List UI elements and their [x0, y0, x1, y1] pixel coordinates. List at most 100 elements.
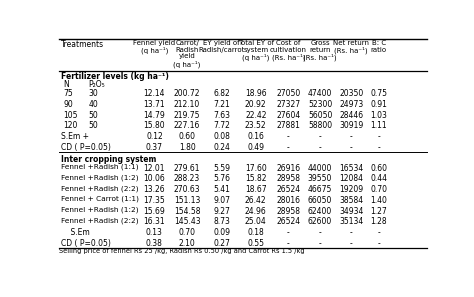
- Text: -: -: [287, 143, 290, 152]
- Text: -: -: [350, 239, 353, 248]
- Text: 9.27: 9.27: [213, 207, 230, 216]
- Text: 30919: 30919: [339, 121, 364, 130]
- Text: -: -: [350, 143, 353, 152]
- Text: 27327: 27327: [276, 100, 301, 109]
- Text: 13.71: 13.71: [144, 100, 165, 109]
- Text: 0.09: 0.09: [213, 228, 230, 237]
- Text: 5.76: 5.76: [213, 174, 230, 184]
- Text: 1.40: 1.40: [370, 196, 387, 205]
- Text: Cost of
cultivation
(Rs. ha⁻¹): Cost of cultivation (Rs. ha⁻¹): [270, 40, 307, 61]
- Text: Fennel +Radish (2:2): Fennel +Radish (2:2): [61, 185, 138, 192]
- Text: 1.27: 1.27: [370, 207, 387, 216]
- Text: -: -: [319, 143, 321, 152]
- Text: -: -: [377, 228, 380, 237]
- Text: 27881: 27881: [276, 121, 301, 130]
- Text: 0.12: 0.12: [146, 132, 163, 141]
- Text: 13.26: 13.26: [144, 185, 165, 194]
- Text: 40: 40: [89, 100, 99, 109]
- Text: 15.80: 15.80: [144, 121, 165, 130]
- Text: Fennel +Radish (1:2): Fennel +Radish (1:2): [61, 207, 138, 213]
- Text: Total EY of
system
(q ha⁻¹): Total EY of system (q ha⁻¹): [238, 40, 274, 61]
- Text: 1.80: 1.80: [179, 143, 195, 152]
- Text: EY yield of
Radish/carrot: EY yield of Radish/carrot: [199, 40, 245, 53]
- Text: 47400: 47400: [308, 89, 332, 98]
- Text: Gross
return
(Rs. ha⁻¹): Gross return (Rs. ha⁻¹): [303, 40, 337, 61]
- Text: 34934: 34934: [339, 207, 364, 216]
- Text: -: -: [319, 239, 321, 248]
- Text: 56050: 56050: [308, 111, 332, 120]
- Text: 27050: 27050: [276, 89, 301, 98]
- Text: 16.31: 16.31: [144, 217, 165, 226]
- Text: B: C
ratio: B: C ratio: [371, 40, 387, 53]
- Text: 212.10: 212.10: [174, 100, 200, 109]
- Text: 16534: 16534: [339, 164, 364, 173]
- Text: -: -: [319, 132, 321, 141]
- Text: 154.58: 154.58: [174, 207, 201, 216]
- Text: CD ( P=0.05): CD ( P=0.05): [61, 143, 110, 152]
- Text: 0.91: 0.91: [370, 100, 387, 109]
- Text: 0.60: 0.60: [179, 132, 196, 141]
- Text: -: -: [287, 239, 290, 248]
- Text: Fennel +Radish (2:2): Fennel +Radish (2:2): [61, 217, 138, 224]
- Text: 24.96: 24.96: [245, 207, 267, 216]
- Text: 145.43: 145.43: [174, 217, 201, 226]
- Text: 1.03: 1.03: [370, 111, 387, 120]
- Text: 28016: 28016: [276, 196, 301, 205]
- Text: 1.11: 1.11: [370, 121, 387, 130]
- Text: 0.38: 0.38: [146, 239, 163, 248]
- Text: 18.67: 18.67: [245, 185, 266, 194]
- Text: 12.14: 12.14: [144, 89, 165, 98]
- Text: Net return
(Rs. ha⁻¹): Net return (Rs. ha⁻¹): [333, 40, 369, 54]
- Text: Treatments: Treatments: [61, 40, 104, 49]
- Text: 52300: 52300: [308, 100, 332, 109]
- Text: Fennel + Carrot (1:1): Fennel + Carrot (1:1): [61, 196, 139, 203]
- Text: 120: 120: [64, 121, 78, 130]
- Text: 26.42: 26.42: [245, 196, 266, 205]
- Text: 0.70: 0.70: [179, 228, 196, 237]
- Text: 15.69: 15.69: [144, 207, 165, 216]
- Text: 0.16: 0.16: [247, 132, 264, 141]
- Text: -: -: [377, 239, 380, 248]
- Text: -: -: [287, 228, 290, 237]
- Text: 44000: 44000: [308, 164, 332, 173]
- Text: 28958: 28958: [276, 174, 301, 184]
- Text: 18.96: 18.96: [245, 89, 266, 98]
- Text: 288.23: 288.23: [174, 174, 200, 184]
- Text: 7.63: 7.63: [213, 111, 230, 120]
- Text: -: -: [319, 228, 321, 237]
- Text: Fennel +Radish (1:2): Fennel +Radish (1:2): [61, 174, 138, 181]
- Text: 0.49: 0.49: [247, 143, 264, 152]
- Text: Fennel yield
(q ha⁻¹): Fennel yield (q ha⁻¹): [133, 40, 175, 54]
- Text: 19209: 19209: [339, 185, 364, 194]
- Text: -: -: [287, 132, 290, 141]
- Text: 50: 50: [89, 111, 99, 120]
- Text: 5.59: 5.59: [213, 164, 230, 173]
- Text: -: -: [350, 228, 353, 237]
- Text: 58800: 58800: [308, 121, 332, 130]
- Text: 62400: 62400: [308, 207, 332, 216]
- Text: 23.52: 23.52: [245, 121, 266, 130]
- Text: 17.60: 17.60: [245, 164, 267, 173]
- Text: 62600: 62600: [308, 217, 332, 226]
- Text: Carrot/
Radish
yield
(q ha⁻¹): Carrot/ Radish yield (q ha⁻¹): [173, 40, 201, 68]
- Text: 46675: 46675: [308, 185, 332, 194]
- Text: 6.82: 6.82: [213, 89, 230, 98]
- Text: Fennel +Radish (1:1): Fennel +Radish (1:1): [61, 164, 138, 170]
- Text: Inter cropping system: Inter cropping system: [61, 154, 156, 164]
- Text: 7.21: 7.21: [213, 100, 230, 109]
- Text: 0.60: 0.60: [370, 164, 387, 173]
- Text: P₂O₅: P₂O₅: [89, 80, 105, 89]
- Text: 0.13: 0.13: [146, 228, 163, 237]
- Text: 105: 105: [64, 111, 78, 120]
- Text: 20.92: 20.92: [245, 100, 266, 109]
- Text: 50: 50: [89, 121, 99, 130]
- Text: 151.13: 151.13: [174, 196, 201, 205]
- Text: 35134: 35134: [339, 217, 364, 226]
- Text: 279.61: 279.61: [174, 164, 201, 173]
- Text: Selling price of fennel Rs 25 /kg, Radish Rs 0.50 /kg and Carrot Rs 1.5 /kg: Selling price of fennel Rs 25 /kg, Radis…: [59, 248, 305, 255]
- Text: 26916: 26916: [276, 164, 301, 173]
- Text: 39550: 39550: [308, 174, 332, 184]
- Text: 0.70: 0.70: [370, 185, 387, 194]
- Text: 28958: 28958: [276, 207, 301, 216]
- Text: S.Em +: S.Em +: [61, 132, 89, 141]
